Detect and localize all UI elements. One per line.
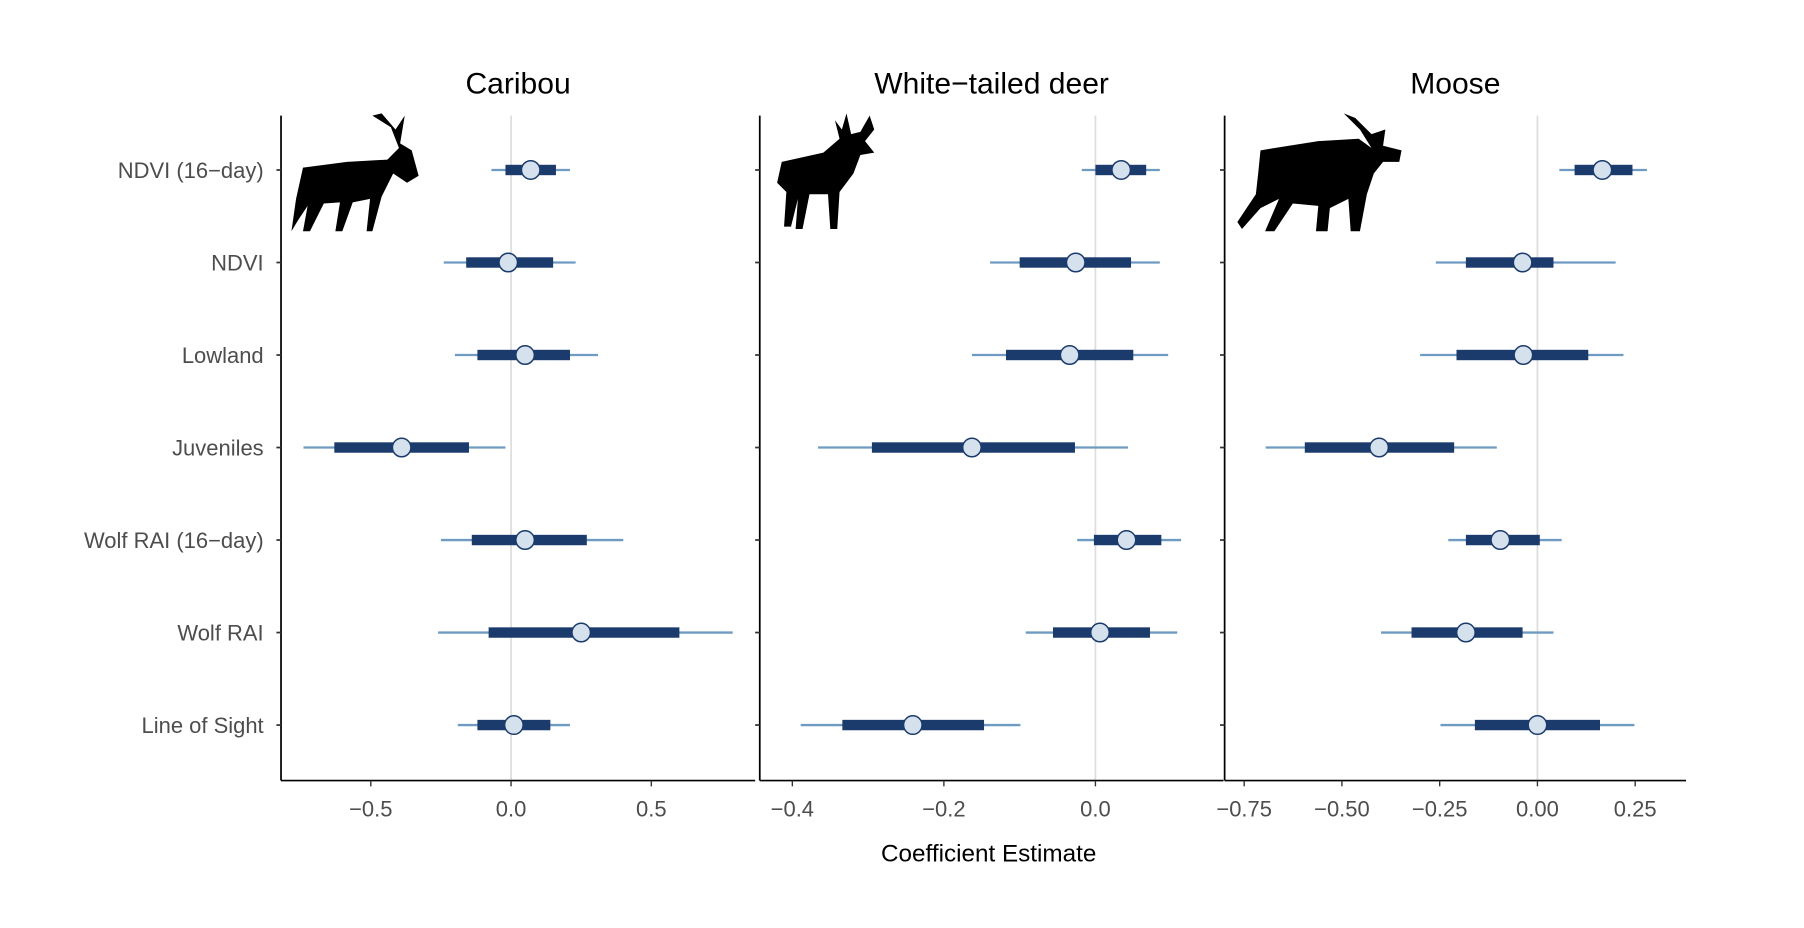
panel-title: Moose bbox=[1410, 68, 1500, 101]
point-estimate bbox=[1513, 345, 1534, 366]
point-estimate bbox=[1490, 530, 1511, 551]
point-estimate bbox=[1512, 252, 1533, 273]
x-tick-label: 0.25 bbox=[1614, 796, 1657, 821]
row-label: NDVI (16−day) bbox=[118, 158, 264, 183]
x-tick-label: 0.00 bbox=[1516, 796, 1559, 821]
point-estimate bbox=[1527, 715, 1548, 736]
panel-title: Caribou bbox=[465, 68, 570, 101]
x-tick-label: −0.50 bbox=[1314, 796, 1370, 821]
point-estimate bbox=[515, 345, 536, 366]
x-tick-label: 0.5 bbox=[636, 796, 667, 821]
point-estimate bbox=[1369, 437, 1390, 458]
panel-white-tailed-deer: White−tailed deer −0.4 −0.2 0.0 bbox=[755, 68, 1224, 821]
panel-moose: Moose −0.75 −0.50 −0.25 0.00 0.25 bbox=[1216, 68, 1687, 821]
panel-title: White−tailed deer bbox=[874, 68, 1109, 101]
point-estimate bbox=[1059, 345, 1080, 366]
x-tick-label: −0.2 bbox=[922, 796, 965, 821]
point-estimate bbox=[1065, 252, 1086, 273]
point-estimate bbox=[902, 715, 923, 736]
row-label: Line of Sight bbox=[142, 713, 264, 738]
point-estimate bbox=[961, 437, 982, 458]
x-tick-label: 0.0 bbox=[496, 796, 527, 821]
x-tick-label: −0.4 bbox=[771, 796, 814, 821]
row-label: Lowland bbox=[182, 343, 264, 368]
x-tick-label: −0.5 bbox=[349, 796, 392, 821]
row-label: Juveniles bbox=[172, 436, 264, 461]
point-estimate bbox=[1592, 159, 1613, 180]
row-label: Wolf RAI (16−day) bbox=[84, 528, 264, 553]
row-label: NDVI bbox=[211, 251, 264, 276]
point-estimate bbox=[1116, 530, 1137, 551]
x-axis-label: Coefficient Estimate bbox=[881, 841, 1096, 868]
point-estimate bbox=[520, 159, 541, 180]
x-tick-label: −0.75 bbox=[1216, 796, 1272, 821]
panel-caribou: Caribou −0.5 0.0 0.5 NDVI (16−day) NDVI Lowlan… bbox=[84, 68, 756, 821]
point-estimate bbox=[503, 715, 524, 736]
x-tick-label: −0.25 bbox=[1412, 796, 1468, 821]
point-estimate bbox=[1455, 622, 1476, 643]
moose-silhouette-icon bbox=[1237, 113, 1402, 232]
row-label: Wolf RAI bbox=[177, 621, 263, 646]
point-estimate bbox=[391, 437, 412, 458]
caribou-silhouette-icon bbox=[291, 113, 419, 232]
deer-silhouette-icon bbox=[777, 113, 875, 229]
point-estimate bbox=[498, 252, 519, 273]
point-estimate bbox=[515, 530, 536, 551]
point-estimate bbox=[1111, 159, 1132, 180]
inner-interval bbox=[1465, 257, 1554, 268]
x-tick-label: 0.0 bbox=[1080, 796, 1111, 821]
point-estimate bbox=[571, 622, 592, 643]
point-estimate bbox=[1089, 622, 1110, 643]
